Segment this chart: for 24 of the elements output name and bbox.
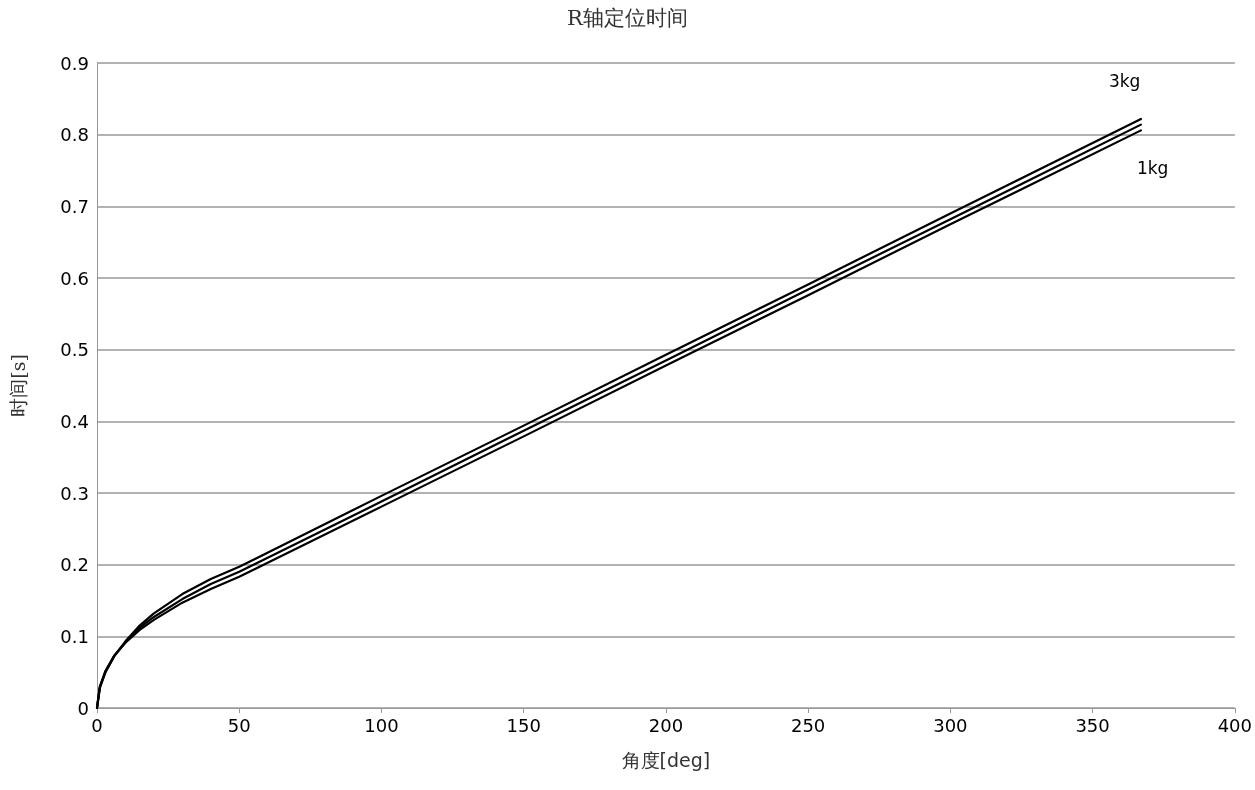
y-tick-label: 0.6 — [60, 267, 89, 289]
x-tick-label: 400 — [1217, 714, 1252, 736]
y-tick-label: 0 — [77, 697, 89, 719]
y-axis-title: 时间[s] — [6, 354, 29, 417]
x-tick-label: 200 — [648, 714, 684, 736]
x-tick-label: 100 — [364, 714, 399, 736]
x-axis-title: 角度[deg] — [621, 748, 711, 771]
x-tick-label: 250 — [790, 714, 826, 736]
series-label: 3kg — [1108, 70, 1141, 91]
y-tick-label: 0.1 — [60, 625, 89, 647]
y-tick-label: 0.2 — [60, 554, 89, 576]
x-tick-label: 350 — [1075, 714, 1110, 736]
chart-title: R轴定位时间 — [567, 5, 688, 30]
x-tick-label: 50 — [227, 714, 251, 736]
x-tick-label: 150 — [506, 714, 541, 736]
y-tick-label: 0.5 — [60, 339, 89, 361]
x-tick-label: 0 — [91, 714, 103, 736]
y-tick-label: 0.4 — [60, 410, 89, 432]
y-tick-label: 0.3 — [60, 482, 89, 504]
y-tick-label: 0.7 — [60, 195, 89, 217]
y-tick-label: 0.8 — [60, 124, 89, 146]
x-tick-label: 300 — [933, 714, 968, 736]
series-label: 1kg — [1136, 158, 1169, 179]
y-tick-label: 0.9 — [60, 52, 89, 74]
